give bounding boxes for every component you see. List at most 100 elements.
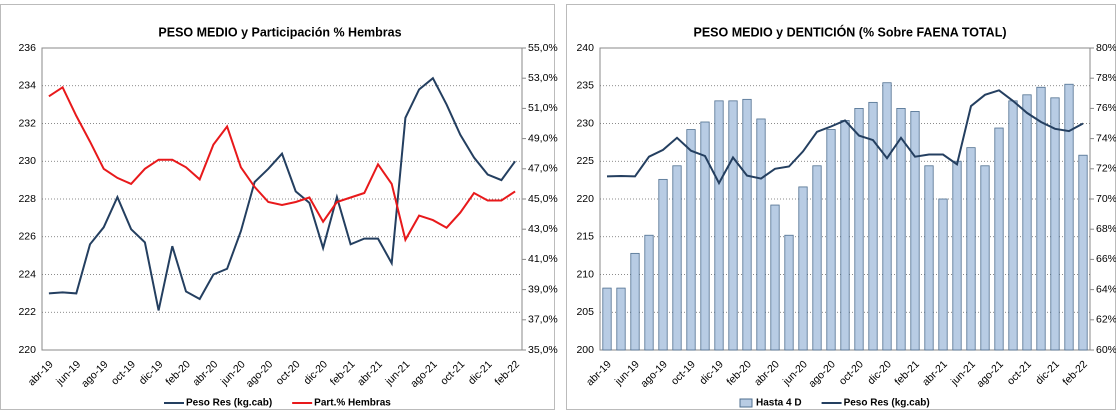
y2-tick-label: 62% (1096, 314, 1116, 326)
x-tick-label: abr-19 (26, 358, 56, 388)
legend-label: Peso Res (kg.cab) (844, 398, 930, 409)
y-tick-label: 222 (18, 306, 36, 318)
y-tick-label: 235 (576, 80, 594, 92)
y-tick-label: 220 (18, 344, 36, 356)
bar (1078, 154, 1088, 351)
x-tick-label: jun-20 (218, 358, 248, 388)
bar (994, 127, 1004, 351)
y-tick-label: 236 (18, 42, 36, 54)
bar (616, 287, 626, 351)
x-tick-label: ago-21 (408, 358, 440, 390)
x-tick-label: dic-21 (466, 358, 495, 387)
bar (784, 234, 794, 351)
bar (980, 165, 990, 351)
bar (770, 204, 780, 351)
bar (952, 160, 962, 351)
x-tick-label: feb-20 (724, 358, 754, 388)
bar (938, 198, 948, 351)
y2-tick-label: 53,0% (528, 72, 558, 84)
legend: Peso Res (kg.cab) Part.% Hembras (164, 398, 391, 409)
y-tick-label: 210 (576, 268, 594, 280)
y2-tick-label: 41,0% (528, 253, 558, 265)
bar (896, 108, 906, 351)
y-tick-label: 230 (18, 155, 36, 167)
x-tick-label: abr-21 (920, 358, 950, 388)
x-tick-label: oct-19 (109, 358, 138, 387)
y2-tick-label: 39,0% (528, 283, 558, 295)
y-tick-label: 234 (18, 80, 36, 92)
x-tick-label: feb-20 (163, 358, 193, 388)
panel-border (0, 4, 555, 410)
y2-tick-label: 37,0% (528, 314, 558, 326)
bar (728, 100, 738, 351)
line-series (606, 89, 1084, 186)
x-tick-label: dic-20 (301, 358, 330, 387)
bar (1022, 94, 1032, 351)
x-tick-label: oct-20 (837, 358, 866, 387)
x-tick-label: ago-20 (244, 358, 276, 390)
x-tick-label: abr-20 (752, 358, 782, 388)
y2-tick-label: 80% (1096, 42, 1116, 54)
x-tick-label: ago-21 (974, 358, 1006, 390)
y-tick-label: 230 (576, 117, 594, 129)
y2-tick-label: 64% (1096, 283, 1116, 295)
y2-tick-label: 76% (1096, 102, 1116, 114)
y2-tick-label: 43,0% (528, 223, 558, 235)
x-tick-label: feb-22 (493, 358, 523, 388)
bar (700, 121, 710, 351)
y2-tick-label: 55,0% (528, 42, 558, 54)
legend-swatch (739, 398, 753, 408)
x-tick-label: abr-19 (584, 358, 614, 388)
x-tick-label: dic-19 (697, 358, 726, 387)
bar (966, 147, 976, 351)
x-tick-label: jun-19 (53, 358, 83, 388)
bar (742, 98, 752, 351)
bar (826, 129, 836, 351)
x-tick-label: jun-20 (780, 358, 810, 388)
y2-tick-label: 49,0% (528, 132, 558, 144)
bar (812, 165, 822, 351)
x-tick-label: dic-21 (1033, 358, 1062, 387)
x-tick-label: jun-19 (612, 358, 642, 388)
y-tick-label: 215 (576, 231, 594, 243)
bar (630, 252, 640, 351)
y2-tick-label: 51,0% (528, 102, 558, 114)
y2-tick-label: 70% (1096, 193, 1116, 205)
bar (756, 118, 766, 351)
bar (910, 111, 920, 351)
legend-label: Peso Res (kg.cab) (186, 398, 272, 409)
bar (658, 178, 668, 351)
y2-tick-label: 72% (1096, 163, 1116, 175)
y-tick-label: 224 (18, 268, 36, 280)
y2-tick-label: 74% (1096, 132, 1116, 144)
x-tick-label: jun-21 (383, 358, 413, 388)
bar (1064, 83, 1074, 351)
y-tick-label: 225 (576, 155, 594, 167)
x-tick-label: oct-21 (438, 358, 467, 387)
x-tick-label: abr-20 (190, 358, 220, 388)
bar (882, 82, 892, 351)
y2-tick-label: 68% (1096, 223, 1116, 235)
y-tick-label: 232 (18, 117, 36, 129)
y-tick-label: 228 (18, 193, 36, 205)
line-series (48, 85, 516, 243)
x-tick-label: ago-19 (79, 358, 111, 390)
y2-tick-label: 66% (1096, 253, 1116, 265)
x-tick-label: oct-20 (274, 358, 303, 387)
x-tick-label: oct-21 (1005, 358, 1034, 387)
y-tick-label: 220 (576, 193, 594, 205)
x-tick-label: ago-19 (638, 358, 670, 390)
y2-tick-label: 47,0% (528, 163, 558, 175)
x-tick-label: feb-21 (328, 358, 358, 388)
bar (686, 129, 696, 351)
bar (1036, 86, 1046, 351)
x-tick-label: feb-22 (1060, 358, 1090, 388)
y-tick-label: 240 (576, 42, 594, 54)
bar (602, 287, 612, 351)
bar (672, 165, 682, 351)
bar (1050, 97, 1060, 351)
chart-title: PESO MEDIO y Participación % Hembras (158, 25, 401, 39)
bar (644, 234, 654, 351)
legend-label: Hasta 4 D (756, 398, 802, 409)
